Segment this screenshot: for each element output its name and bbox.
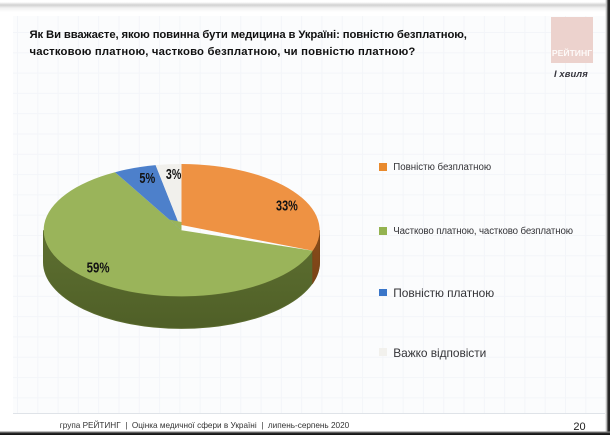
svg-text:5%: 5% (139, 170, 155, 187)
svg-text:3%: 3% (166, 165, 182, 182)
svg-text:59%: 59% (87, 259, 110, 276)
svg-text:33%: 33% (276, 197, 298, 214)
